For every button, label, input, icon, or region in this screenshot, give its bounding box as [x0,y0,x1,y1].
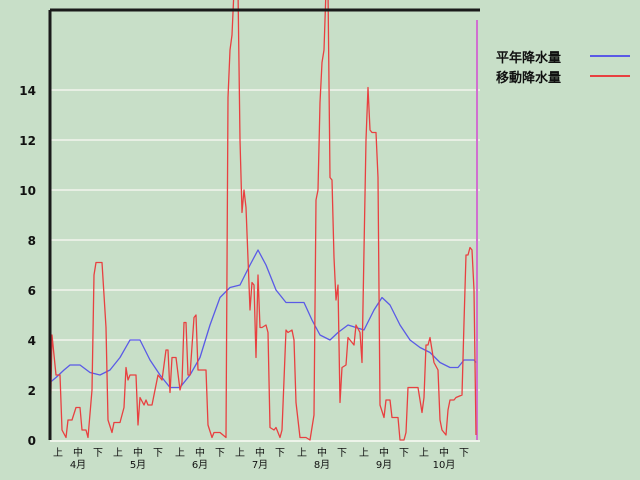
x-month-label: 7月 [252,459,268,471]
x-dekad-label: 下 [275,448,285,459]
x-dekad-label: 下 [459,448,469,459]
x-dekad-label: 上 [419,447,429,459]
x-month-label: 4月 [70,459,86,471]
x-dekad-label: 下 [399,448,409,459]
x-dekad-label: 中 [195,446,205,459]
x-dekad-label: 中 [255,446,265,459]
x-dekad-label: 上 [297,447,307,459]
x-dekad-label: 上 [235,447,245,459]
x-month-label: 5月 [130,459,146,471]
y-tick-label: 4 [28,334,36,348]
x-dekad-label: 中 [439,446,449,459]
y-tick-label: 12 [19,134,36,148]
x-dekad-label: 下 [337,448,347,459]
x-dekad-label: 下 [93,448,103,459]
moving-precipitation-line [49,0,477,441]
y-tick-label: 2 [28,384,36,398]
x-month-label: 6月 [192,459,208,471]
x-dekad-label: 上 [53,447,63,459]
x-dekad-label: 中 [133,446,143,459]
x-dekad-label: 上 [113,447,123,459]
x-dekad-label: 上 [175,447,185,459]
x-dekad-label: 中 [317,446,327,459]
y-tick-label: 6 [28,284,36,298]
x-dekad-label: 上 [359,447,369,459]
x-dekad-label: 下 [215,448,225,459]
x-dekad-label: 下 [153,448,163,459]
legend-label-moving: 移動降水量 [496,71,562,86]
legend-label-normal: 平年降水量 [496,51,562,66]
x-dekad-label: 中 [379,446,389,459]
x-month-label: 9月 [376,459,392,471]
y-tick-label: 10 [19,184,36,198]
y-tick-label: 14 [19,84,36,98]
normal-precipitation-line [49,249,477,389]
x-month-label: 10月 [433,459,456,471]
x-month-label: 8月 [314,459,330,471]
y-tick-label: 0 [28,434,36,448]
x-dekad-label: 中 [73,446,83,459]
y-tick-label: 8 [28,234,36,248]
